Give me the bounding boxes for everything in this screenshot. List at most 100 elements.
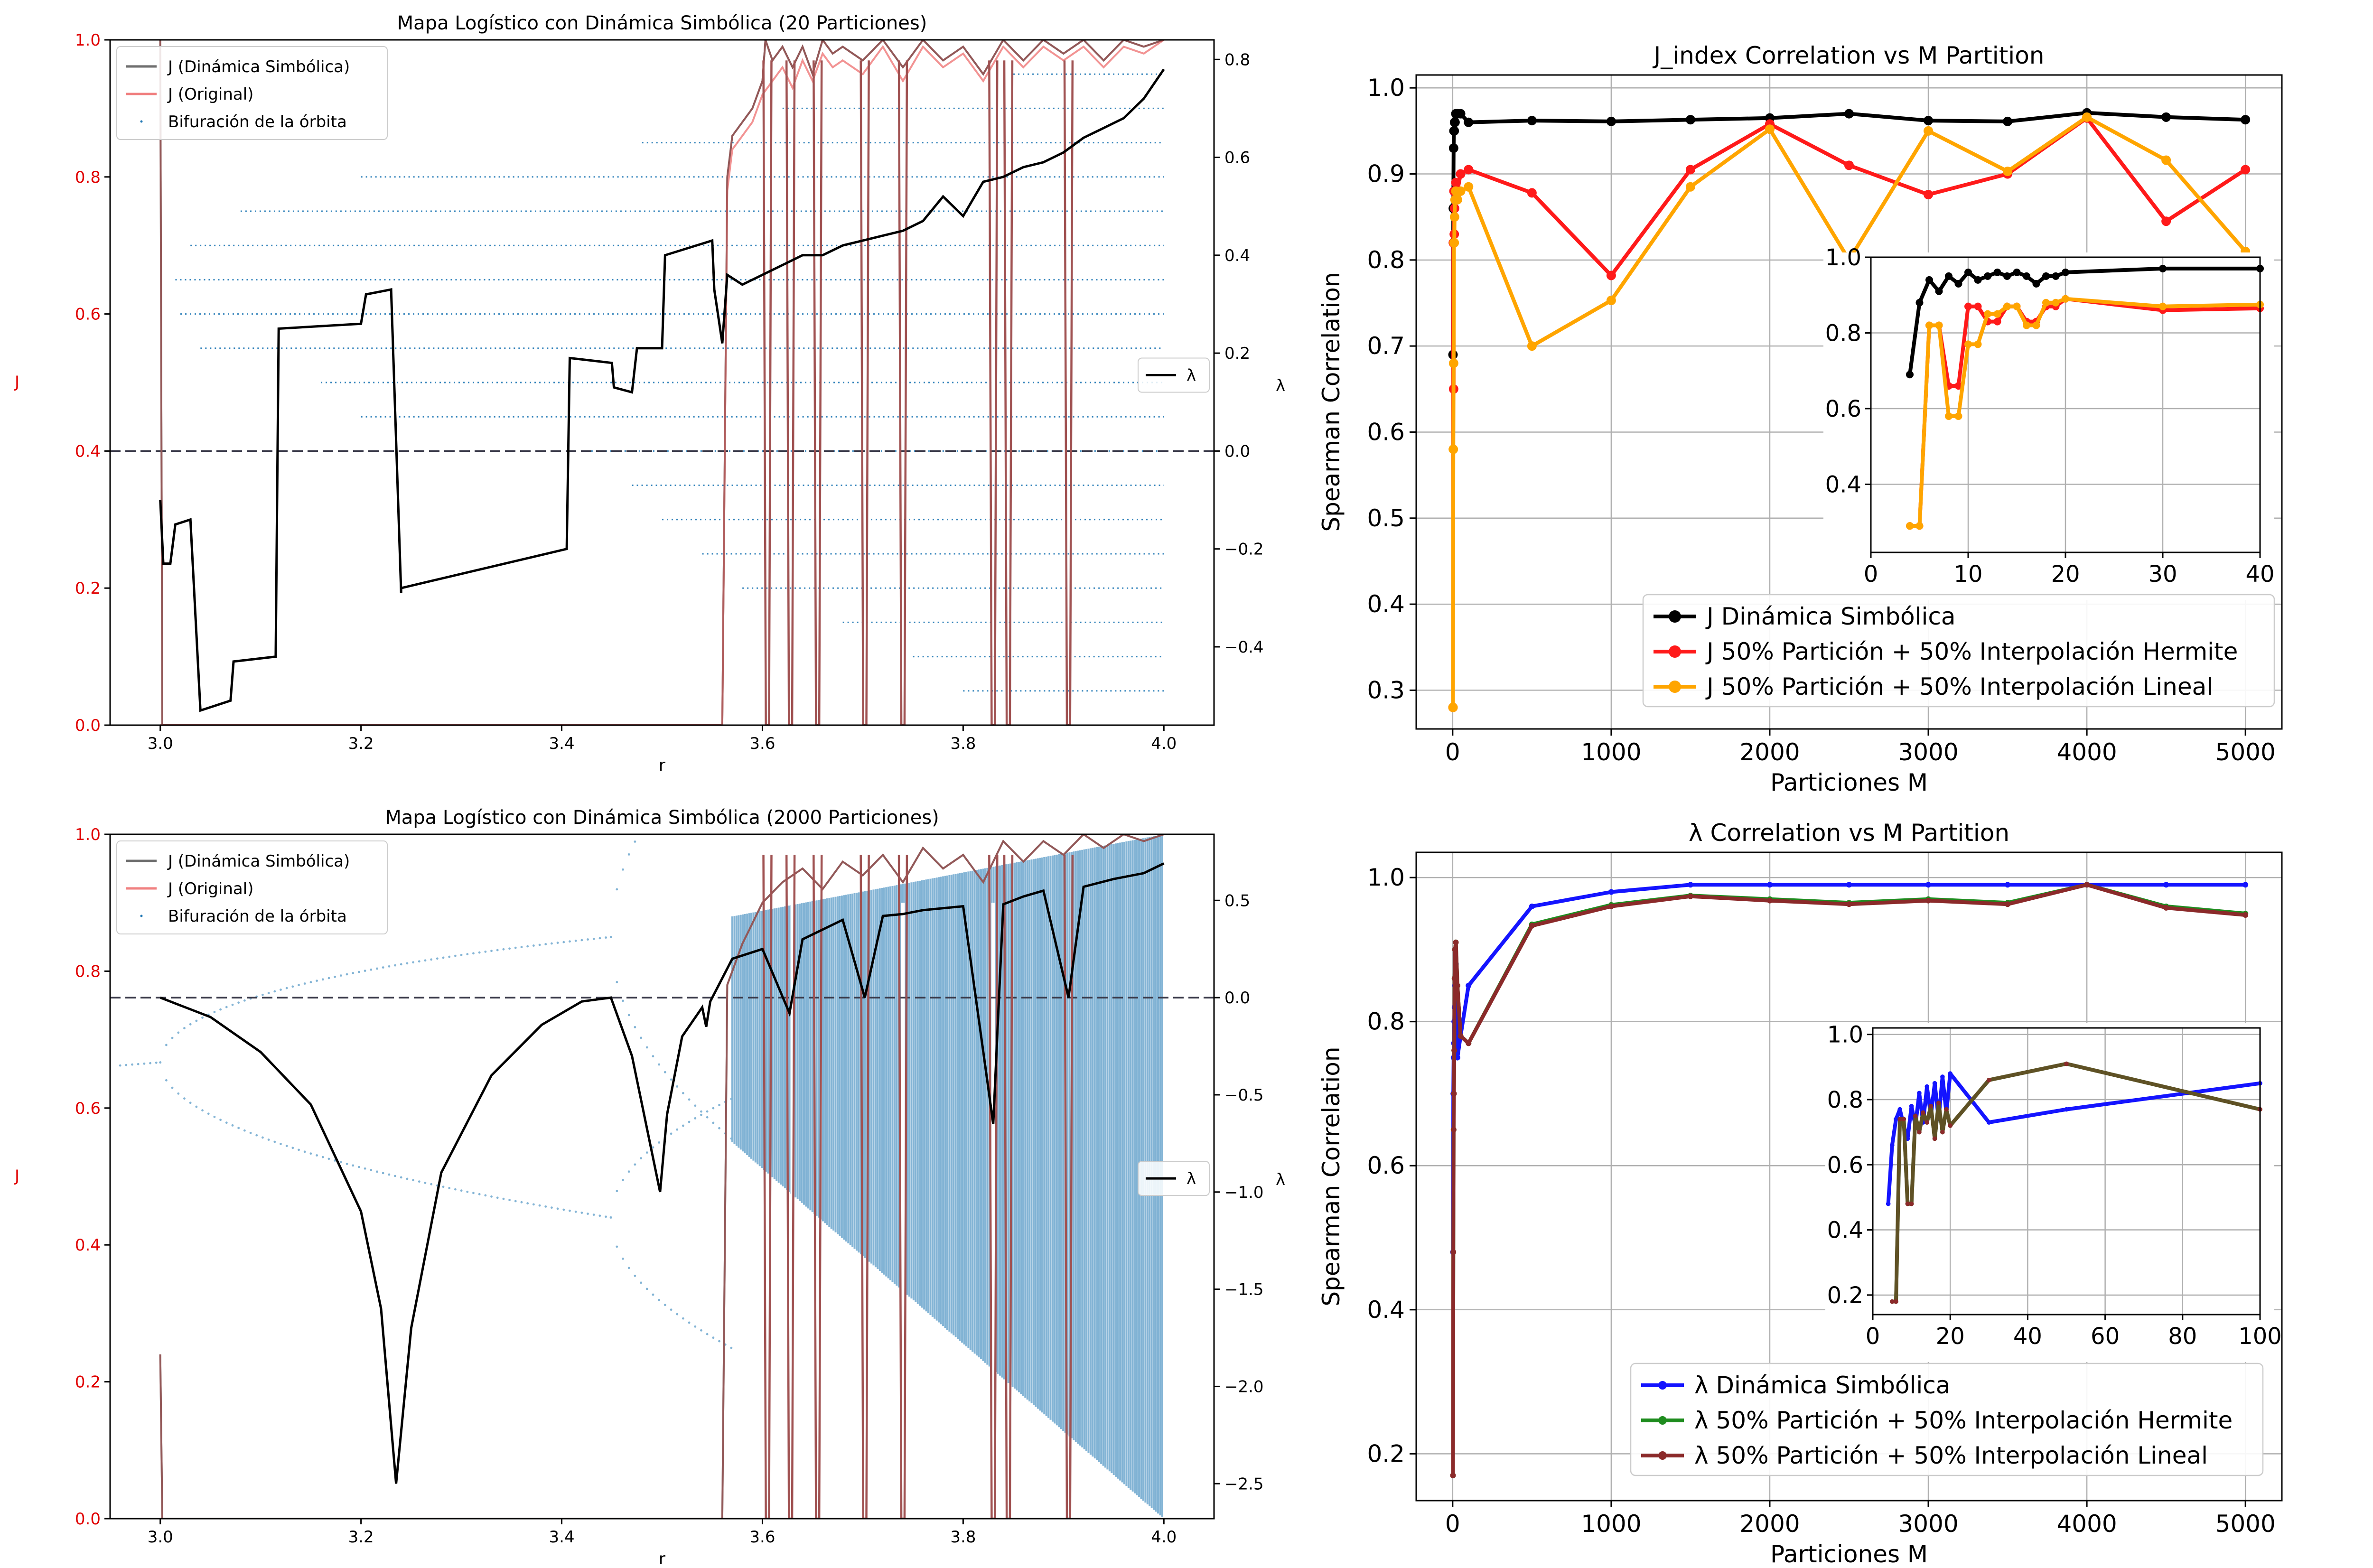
data-point [1527,116,1537,126]
data-point [1948,1071,1953,1076]
y-right-tick-label: 0.0 [1224,442,1250,461]
y-right-tick-label: −0.5 [1224,1086,1264,1105]
legend-label: λ [1186,1169,1196,1188]
orbit-point [598,1214,601,1217]
orbit-point [682,1317,684,1320]
orbit-point [137,1063,140,1065]
orbit-point [508,947,511,950]
data-point [2064,1107,2069,1112]
data-point [1846,901,1852,907]
orbit-point [195,1105,198,1108]
data-point [1932,1081,1937,1086]
orbit-point [327,977,330,980]
orbit-point [159,1061,162,1064]
orbit-point [580,1212,583,1214]
orbit-point [195,1019,198,1022]
orbit-point [640,1281,642,1284]
data-point [1954,382,1962,390]
orbit-point [177,1031,180,1034]
legend-marker [1669,681,1681,693]
legend: J Dinámica Simbólica J 50% Partición + 50… [1642,594,2275,708]
orbit-point [183,1097,186,1100]
data-point [1464,165,1474,175]
orbit-point [718,1127,720,1129]
data-point [2032,321,2040,329]
orbit-point [520,946,523,948]
data-point [1606,271,1616,280]
data-point [1987,1078,1991,1083]
inset-x-tick-label: 10 [1953,561,1982,588]
orbit-point [303,982,306,985]
orbit-point [700,1110,702,1113]
data-point [1917,1091,1922,1096]
orbit-point [267,992,270,994]
x-tick-label: 5000 [2215,1510,2276,1538]
orbit-point [645,1151,648,1154]
orbit-point [551,942,553,945]
data-point [1451,1047,1457,1054]
series-lambda [159,68,1165,712]
data-point [1964,340,1972,348]
data-point [1448,702,1458,712]
orbit-point [520,1201,523,1204]
x-tick-label: 2000 [1739,1510,1800,1538]
data-point [1456,169,1466,179]
y-axis-label: J [14,1167,19,1185]
y-tick-label: 0.0 [75,1510,101,1529]
orbit-point [339,974,342,977]
y-tick-label: 0.8 [1367,1008,1405,1036]
orbit-point [448,955,451,958]
j-dip [860,60,870,725]
orbit-point [640,1157,642,1159]
data-point [1925,321,1933,329]
orbit-point [682,1092,684,1094]
inset-background [1825,1023,2274,1362]
y-tick-label: 0.4 [1367,590,1405,618]
orbit-point [189,1101,192,1104]
orbit-point [207,1112,210,1115]
y-axis-label: Spearman Correlation [1317,272,1345,532]
data-point [1964,302,1972,310]
data-point [1452,946,1458,952]
x-tick-label: 3.8 [950,734,976,753]
data-point [1901,1117,1906,1121]
x-tick-label: 4000 [2056,738,2117,766]
data-point [2242,882,2249,888]
data-point [1451,177,1461,187]
data-point [1932,1136,1937,1141]
orbit-point [682,1124,684,1127]
data-point [2003,167,2013,177]
orbit-point [316,1154,318,1157]
orbit-point [309,1152,312,1155]
orbit-point [484,1194,487,1197]
data-point [1687,882,1693,888]
y-tick-label: 0.4 [75,442,101,461]
orbit-point [189,1023,192,1026]
y-right-tick-label: 0.2 [1224,344,1250,363]
data-point [2241,115,2251,125]
orbit-point [316,980,318,982]
orbit-point [394,964,396,967]
orbit-point [273,990,276,993]
orbit-point [231,1124,234,1127]
orbit-point [243,999,246,1002]
data-point [1894,1117,1898,1121]
orbit-point [364,970,366,972]
orbit-point [321,1156,324,1158]
y-tick-label: 1.0 [75,825,101,844]
orbit-point [634,1163,636,1166]
x-tick-label: 3.4 [549,734,575,753]
orbit-point [334,1159,336,1162]
orbit-point [370,1169,373,1171]
y-right-tick-label: −0.2 [1224,540,1264,559]
orbit-point [712,1121,715,1124]
orbit-point [730,1346,733,1349]
orbit-point [285,987,288,989]
data-point [1450,1249,1457,1255]
series-j-original [160,40,1165,725]
orbit-point [700,1329,702,1332]
orbit-point [430,958,433,961]
j-dip [762,855,773,1519]
x-tick-label: 3.6 [749,1528,775,1547]
orbit-point [298,1148,300,1151]
